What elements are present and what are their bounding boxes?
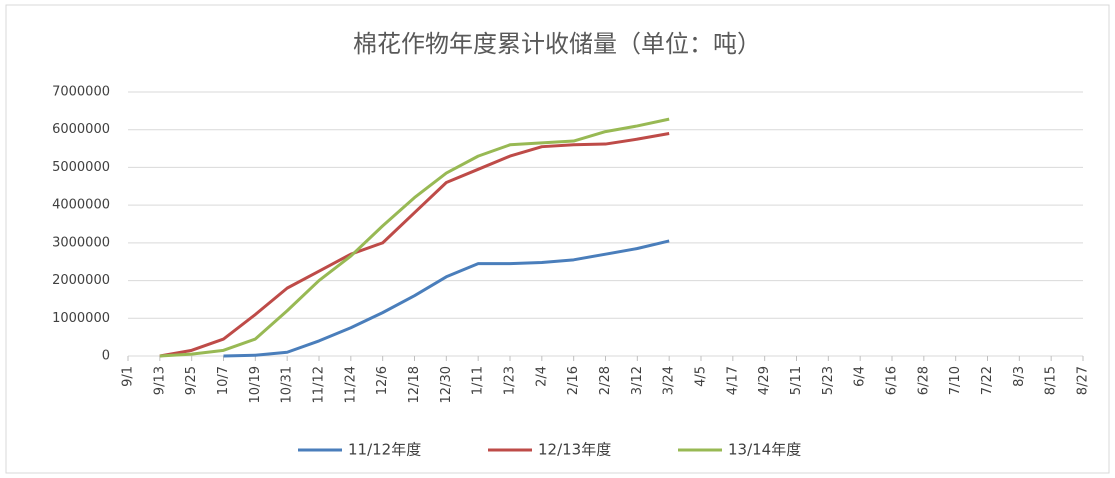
y-tick-label: 6000000 <box>52 122 110 137</box>
x-tick-label: 9/1 <box>121 366 136 387</box>
x-tick-label: 1/11 <box>471 366 486 395</box>
y-tick-label: 1000000 <box>52 311 110 326</box>
legend-label: 11/12年度 <box>348 441 421 459</box>
series-line <box>159 132 670 358</box>
x-tick-label: 6/4 <box>853 366 868 387</box>
x-tick-label: 10/7 <box>216 366 231 395</box>
x-tick-label: 5/11 <box>789 366 804 395</box>
x-tick-label: 8/15 <box>1044 366 1059 395</box>
x-tick-label: 3/24 <box>662 366 677 395</box>
series-line <box>223 239 670 358</box>
x-tick-label: 8/27 <box>1076 366 1091 395</box>
y-tick-label: 2000000 <box>52 273 110 288</box>
x-tick-label: 4/5 <box>694 366 709 387</box>
y-tick-label: 7000000 <box>52 85 110 100</box>
x-tick-label: 1/23 <box>503 366 518 395</box>
legend-label: 12/13年度 <box>538 441 611 459</box>
x-tick-label: 11/12 <box>312 366 327 403</box>
chart-title: 棉花作物年度累计收储量（单位：吨） <box>353 30 761 58</box>
y-tick-label: 4000000 <box>52 198 110 213</box>
x-tick-label: 9/13 <box>152 366 167 395</box>
x-tick-label: 11/24 <box>343 366 358 403</box>
x-tick-label: 12/30 <box>439 366 454 403</box>
x-tick-label: 8/3 <box>1012 366 1027 387</box>
x-tick-label: 4/29 <box>757 366 772 395</box>
x-tick-label: 6/28 <box>916 366 931 395</box>
x-tick-label: 5/23 <box>821 366 836 395</box>
y-tick-label: 5000000 <box>52 160 110 175</box>
x-tick-label: 3/12 <box>630 366 645 395</box>
x-tick-label: 2/28 <box>598 366 613 395</box>
x-tick-label: 2/16 <box>566 366 581 395</box>
x-tick-label: 12/6 <box>375 366 390 395</box>
x-tick-label: 4/17 <box>725 366 740 395</box>
y-tick-label: 3000000 <box>52 235 110 250</box>
x-tick-label: 2/4 <box>534 366 549 387</box>
x-tick-label: 7/10 <box>948 366 963 395</box>
x-tick-label: 12/18 <box>407 366 422 403</box>
chart-border <box>5 4 1110 474</box>
x-tick-label: 10/19 <box>248 366 263 403</box>
x-tick-label: 7/22 <box>980 366 995 395</box>
x-tick-label: 6/16 <box>885 366 900 395</box>
legend-label: 13/14年度 <box>728 441 801 459</box>
x-tick-label: 9/25 <box>184 366 199 395</box>
x-tick-label: 10/31 <box>280 366 295 403</box>
y-tick-label: 0 <box>102 349 110 364</box>
series-line <box>159 117 670 358</box>
